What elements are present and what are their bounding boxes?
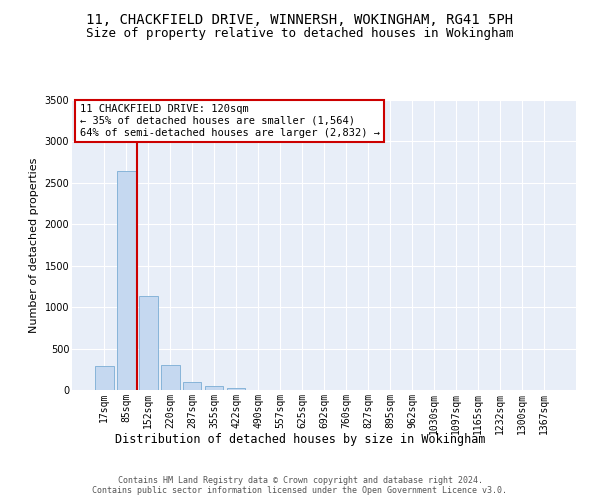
Bar <box>161 365 179 390</box>
Bar <box>205 386 223 390</box>
Y-axis label: Number of detached properties: Number of detached properties <box>29 158 39 332</box>
Bar <box>95 366 113 390</box>
Text: 11, CHACKFIELD DRIVE, WINNERSH, WOKINGHAM, RG41 5PH: 11, CHACKFIELD DRIVE, WINNERSH, WOKINGHA… <box>86 12 514 26</box>
Text: Size of property relative to detached houses in Wokingham: Size of property relative to detached ho… <box>86 28 514 40</box>
Bar <box>117 172 136 390</box>
Text: 11 CHACKFIELD DRIVE: 120sqm
← 35% of detached houses are smaller (1,564)
64% of : 11 CHACKFIELD DRIVE: 120sqm ← 35% of det… <box>80 104 380 138</box>
Bar <box>227 388 245 390</box>
Text: Distribution of detached houses by size in Wokingham: Distribution of detached houses by size … <box>115 432 485 446</box>
Bar <box>139 296 158 390</box>
Text: Contains HM Land Registry data © Crown copyright and database right 2024.
Contai: Contains HM Land Registry data © Crown c… <box>92 476 508 495</box>
Bar <box>183 382 202 390</box>
